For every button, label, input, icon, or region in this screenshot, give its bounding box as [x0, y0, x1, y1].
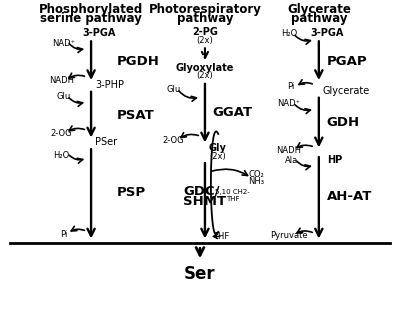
Text: 2-OG: 2-OG	[162, 136, 184, 145]
Text: 2-OG: 2-OG	[50, 129, 72, 138]
Text: NAD⁺: NAD⁺	[278, 99, 301, 108]
Text: THF: THF	[213, 232, 229, 241]
Text: Phosphorylated: Phosphorylated	[39, 3, 143, 16]
Text: 3-PGA: 3-PGA	[82, 28, 116, 38]
Text: serine pathway: serine pathway	[40, 12, 142, 25]
Text: PGAP: PGAP	[327, 55, 367, 68]
Text: Pi: Pi	[288, 82, 295, 91]
Text: (2x): (2x)	[209, 152, 226, 161]
Text: PSAT: PSAT	[117, 109, 154, 122]
Text: Photorespiratory: Photorespiratory	[148, 3, 261, 16]
Text: 3-PHP: 3-PHP	[95, 80, 124, 90]
Text: NH₃: NH₃	[248, 177, 264, 186]
Text: Ala: Ala	[284, 156, 298, 165]
Text: Glycerate: Glycerate	[287, 3, 351, 16]
Text: 5,10 CH2-
THF: 5,10 CH2- THF	[215, 189, 250, 202]
Text: pathway: pathway	[177, 12, 233, 25]
Text: GDC/: GDC/	[183, 184, 220, 197]
Text: Pi: Pi	[60, 230, 67, 239]
Text: PSer: PSer	[95, 137, 117, 147]
Text: CO₂: CO₂	[248, 169, 264, 179]
Text: GGAT: GGAT	[213, 106, 253, 119]
Text: Gly: Gly	[209, 143, 227, 153]
Text: Ser: Ser	[184, 265, 216, 283]
Text: GDH: GDH	[327, 116, 360, 129]
Text: Glycerate: Glycerate	[323, 86, 370, 96]
Text: H₂O: H₂O	[53, 151, 70, 160]
Text: (2x): (2x)	[196, 36, 213, 45]
Text: NADH: NADH	[49, 77, 74, 85]
Text: 2-PG: 2-PG	[192, 27, 218, 37]
Text: SHMT: SHMT	[183, 195, 226, 208]
Text: Pyruvate: Pyruvate	[270, 231, 308, 240]
Text: NAD⁺: NAD⁺	[52, 39, 75, 48]
Text: PGDH: PGDH	[117, 55, 160, 68]
Text: (2x): (2x)	[196, 71, 213, 80]
Text: NADH: NADH	[277, 146, 302, 155]
Text: HP: HP	[327, 155, 342, 165]
Text: H₂O: H₂O	[281, 29, 297, 38]
Text: PSP: PSP	[117, 186, 146, 199]
Text: Glu: Glu	[56, 92, 70, 101]
Text: pathway: pathway	[290, 12, 347, 25]
Text: Glu: Glu	[166, 85, 180, 94]
Text: 3-PGA: 3-PGA	[310, 28, 344, 38]
Text: AH-AT: AH-AT	[327, 190, 372, 203]
Text: Glyoxylate: Glyoxylate	[176, 63, 234, 73]
